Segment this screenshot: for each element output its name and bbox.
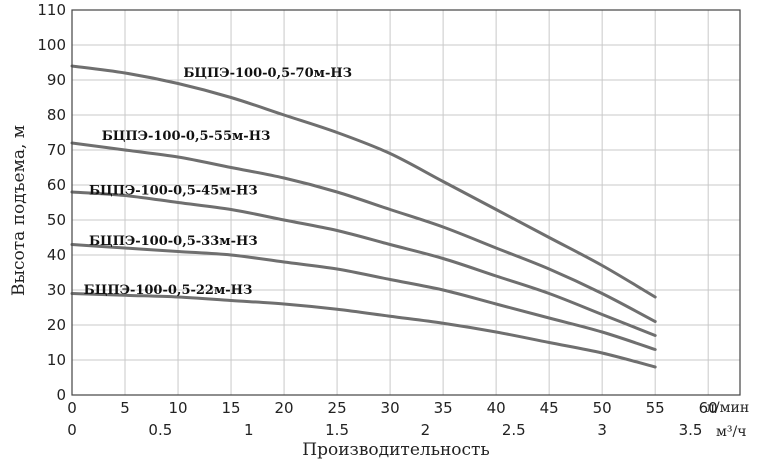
y-tick-label: 0 — [56, 386, 66, 404]
x-tick-label-secondary: 2.5 — [502, 421, 526, 439]
series-curve-3 — [70, 190, 657, 337]
x-tick-label-secondary: 3.5 — [679, 421, 703, 439]
x-tick-label-primary: 0 — [67, 399, 77, 417]
series-curve-2 — [70, 141, 657, 323]
y-tick-label: 30 — [47, 281, 66, 299]
series-label-layer: БЦПЭ-100-0,5-70м-НЗ БЦПЭ-100-0,5-55м-НЗ БЦ… — [84, 66, 352, 298]
x-tick-label-secondary: 3 — [597, 421, 607, 439]
x-tick-label-primary: 30 — [381, 399, 400, 417]
x-tick-label-primary: 15 — [222, 399, 241, 417]
series-label-5: БЦПЭ-100-0,5-22м-НЗ — [84, 283, 253, 298]
series-label-3: БЦПЭ-100-0,5-45м-НЗ — [89, 183, 258, 198]
y-tick-label: 100 — [37, 36, 66, 54]
x-tick-label-primary: 5 — [120, 399, 130, 417]
x-tick-label-primary: 55 — [646, 399, 665, 417]
x-tick-label-secondary: 1 — [244, 421, 254, 439]
x-tick-label-secondary: 2 — [421, 421, 431, 439]
x-tick-label-primary: 45 — [540, 399, 559, 417]
x-tick-label-secondary: 1.5 — [325, 421, 349, 439]
x-axis-title: Производительность — [302, 440, 489, 460]
x-tick-label-primary: 35 — [434, 399, 453, 417]
x-tick-label-primary: 50 — [593, 399, 612, 417]
x-tick-label-primary: 25 — [328, 399, 347, 417]
plot-frame — [71, 9, 741, 396]
series-label-4: БЦПЭ-100-0,5-33м-НЗ — [89, 234, 258, 249]
y-tick-label: 60 — [47, 176, 66, 194]
x-tick-label-secondary: 0 — [67, 421, 77, 439]
y-tick-label: 70 — [47, 141, 66, 159]
y-tick-label: 90 — [47, 71, 66, 89]
y-tick-label: 110 — [37, 1, 66, 19]
x-tick-label-primary: 10 — [168, 399, 187, 417]
y-axis-title: Высота подъема, м — [9, 125, 29, 296]
curve-layer — [70, 64, 657, 369]
x-tick-label-primary: 20 — [275, 399, 294, 417]
series-curve-4 — [70, 243, 657, 351]
y-tick-label: 80 — [47, 106, 66, 124]
x-tick-label-primary: 60 — [699, 399, 718, 417]
y-tick-label: 50 — [47, 211, 66, 229]
y-tick-label: 10 — [47, 351, 66, 369]
series-label-1: БЦПЭ-100-0,5-70м-НЗ — [183, 66, 352, 81]
x-unit-primary: л/мин — [706, 400, 749, 416]
series-curve-5 — [70, 292, 657, 369]
y-tick-label: 40 — [47, 246, 66, 264]
y-tick-label: 20 — [47, 316, 66, 334]
x-tick-label-primary: 40 — [487, 399, 506, 417]
series-curve-1 — [70, 64, 657, 299]
x-tick-label-secondary: 0.5 — [148, 421, 172, 439]
series-label-2: БЦПЭ-100-0,5-55м-НЗ — [102, 129, 271, 144]
x-unit-secondary: м³/ч — [716, 424, 746, 440]
